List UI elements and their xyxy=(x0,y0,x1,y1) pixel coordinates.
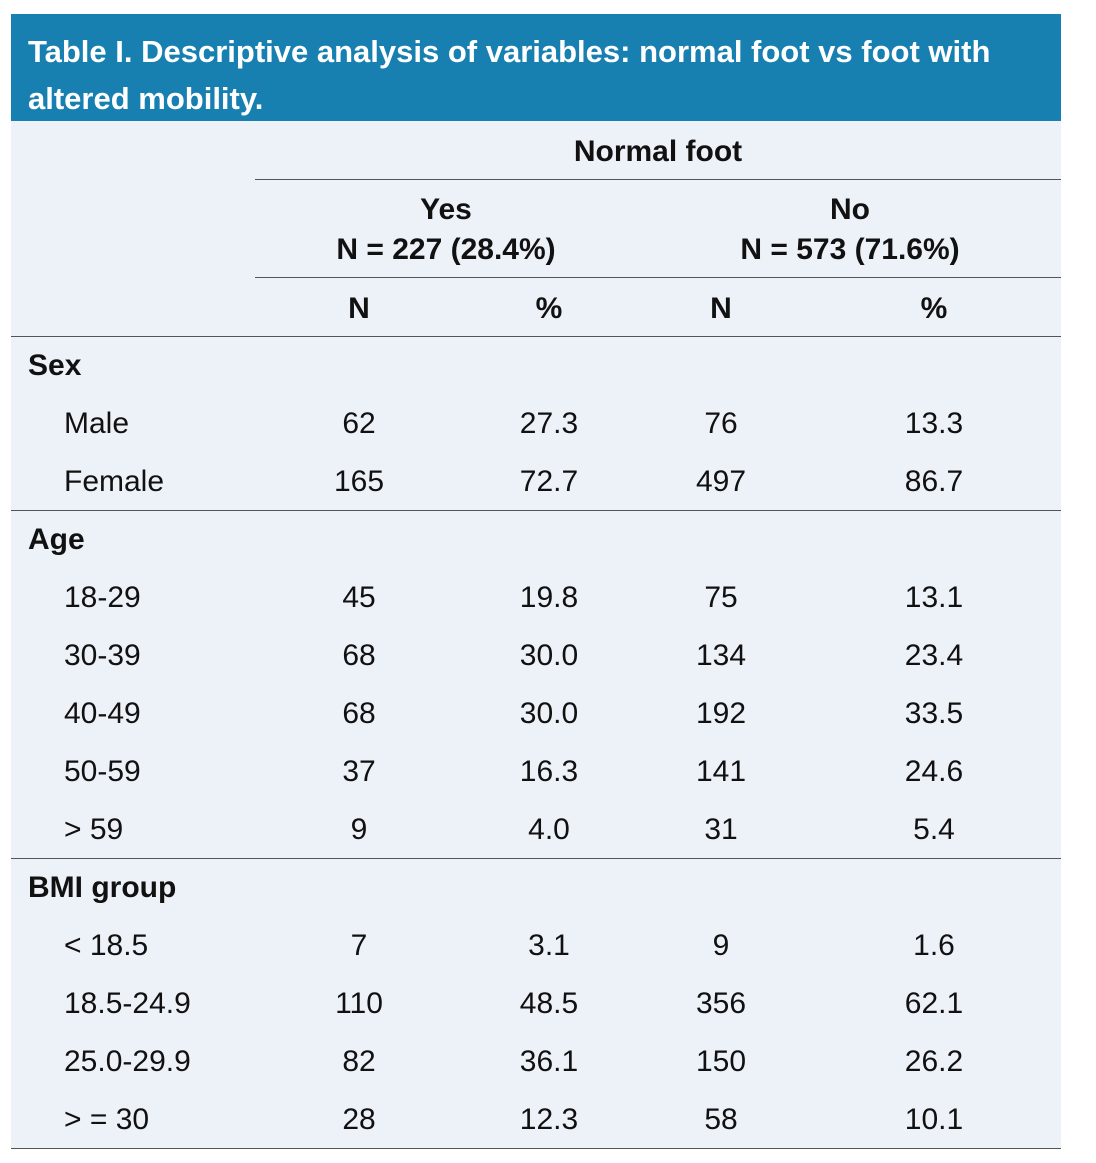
cell: 30.0 xyxy=(519,639,579,672)
rule xyxy=(255,277,1061,278)
cell: 7 xyxy=(350,929,368,962)
rule xyxy=(11,1148,1061,1149)
row-label: > 59 xyxy=(64,813,124,846)
cell: 30.0 xyxy=(519,697,579,730)
cell: 68 xyxy=(342,639,376,672)
cell: 24.6 xyxy=(904,755,964,788)
cell: 110 xyxy=(335,987,383,1020)
cell: 48.5 xyxy=(519,987,579,1020)
row-label: < 18.5 xyxy=(64,929,149,962)
cell: 134 xyxy=(695,639,747,672)
cell: 72.7 xyxy=(519,465,579,498)
subheader: N xyxy=(710,292,732,325)
cell: 497 xyxy=(695,465,747,498)
section-label: Sex xyxy=(28,349,82,382)
column-header: No xyxy=(830,193,870,226)
cell: 9 xyxy=(712,929,730,962)
group-header: Normal foot xyxy=(573,135,743,168)
cell: 58 xyxy=(704,1103,738,1136)
section-label: BMI group xyxy=(28,871,177,904)
cell: 16.3 xyxy=(519,755,579,788)
cell: 12.3 xyxy=(519,1103,579,1136)
row-label: 18-29 xyxy=(64,581,141,614)
cell: 86.7 xyxy=(904,465,964,498)
cell: 150 xyxy=(695,1045,747,1078)
cell: 82 xyxy=(342,1045,376,1078)
column-count: N = 227 (28.4%) xyxy=(336,233,556,266)
cell: 62 xyxy=(342,407,376,440)
cell: 13.1 xyxy=(904,581,964,614)
cell: 76 xyxy=(704,407,738,440)
cell: 165 xyxy=(333,465,385,498)
cell: 26.2 xyxy=(904,1045,964,1078)
subheader: N xyxy=(348,292,370,325)
section-label: Age xyxy=(28,523,85,556)
rule xyxy=(255,179,1061,180)
cell: 31 xyxy=(704,813,738,846)
cell: 28 xyxy=(342,1103,376,1136)
cell: 141 xyxy=(695,755,747,788)
title-bar: Table I. Descriptive analysis of variabl… xyxy=(11,14,1061,121)
cell: 356 xyxy=(695,987,747,1020)
cell: 68 xyxy=(342,697,376,730)
cell: 13.3 xyxy=(904,407,964,440)
subheader: % xyxy=(920,292,948,325)
cell: 62.1 xyxy=(904,987,964,1020)
cell: 36.1 xyxy=(519,1045,579,1078)
cell: 33.5 xyxy=(904,697,964,730)
rule xyxy=(11,858,1061,859)
row-label: > = 30 xyxy=(64,1103,150,1136)
cell: 5.4 xyxy=(913,813,955,846)
cell: 19.8 xyxy=(519,581,579,614)
row-label: 18.5-24.9 xyxy=(64,987,191,1020)
cell: 10.1 xyxy=(904,1103,964,1136)
row-label: 25.0-29.9 xyxy=(64,1045,191,1078)
row-label: 50-59 xyxy=(64,755,141,788)
column-header: Yes xyxy=(420,193,472,226)
row-label: 30-39 xyxy=(64,639,141,672)
row-label: Female xyxy=(64,465,165,498)
table-title: Table I. Descriptive analysis of variabl… xyxy=(28,34,991,116)
rule xyxy=(11,336,1061,337)
cell: 45 xyxy=(342,581,376,614)
cell: 3.1 xyxy=(528,929,570,962)
cell: 75 xyxy=(704,581,738,614)
cell: 27.3 xyxy=(519,407,579,440)
rule xyxy=(11,510,1061,511)
row-label: Male xyxy=(64,407,130,440)
subheader: % xyxy=(535,292,563,325)
cell: 23.4 xyxy=(904,639,964,672)
cell: 1.6 xyxy=(913,929,955,962)
cell: 9 xyxy=(350,813,368,846)
cell: 37 xyxy=(342,755,376,788)
table-body xyxy=(11,121,1061,1148)
cell: 4.0 xyxy=(528,813,570,846)
column-count: N = 573 (71.6%) xyxy=(740,233,960,266)
row-label: 40-49 xyxy=(64,697,141,730)
cell: 192 xyxy=(695,697,747,730)
